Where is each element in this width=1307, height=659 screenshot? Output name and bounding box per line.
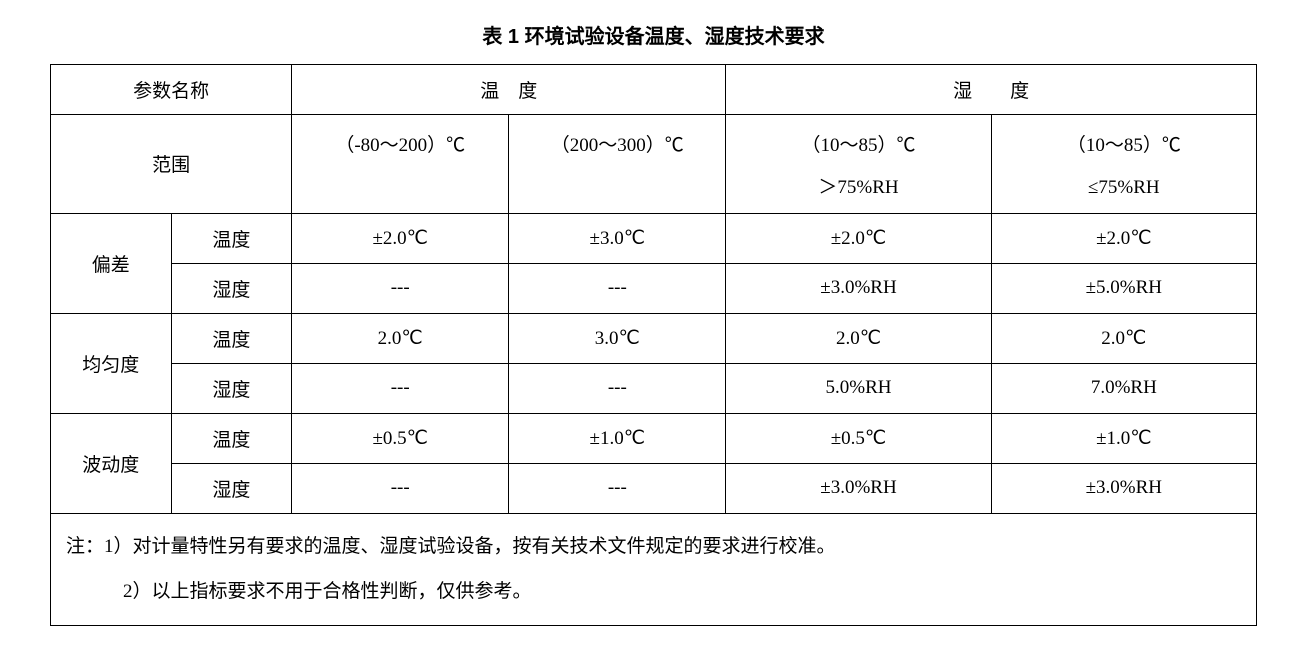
table-row: 湿度 --- --- ±3.0%RH ±5.0%RH xyxy=(51,263,1257,313)
cell-value: ±3.0℃ xyxy=(509,213,726,263)
cell-text-line2: ≤75%RH xyxy=(1088,177,1160,198)
cell-value: --- xyxy=(292,263,509,313)
cell-value: 2.0℃ xyxy=(991,313,1256,363)
cell-value: --- xyxy=(292,463,509,513)
cell-value: --- xyxy=(509,463,726,513)
cell-range-temp1: （-80～200）℃ xyxy=(292,115,509,214)
header-cell-humidity: 湿 度 xyxy=(726,65,1257,115)
cell-value: ±0.5℃ xyxy=(292,413,509,463)
cell-value: ±2.0℃ xyxy=(991,213,1256,263)
cell-deviation-label: 偏差 xyxy=(51,213,172,313)
cell-value: 5.0%RH xyxy=(726,363,991,413)
cell-value: ±0.5℃ xyxy=(726,413,991,463)
table-row: 注：1）对计量特性另有要求的温度、湿度试验设备，按有关技术文件规定的要求进行校准… xyxy=(51,513,1257,625)
table-row: 均匀度 温度 2.0℃ 3.0℃ 2.0℃ 2.0℃ xyxy=(51,313,1257,363)
cell-sublabel-hum: 湿度 xyxy=(171,263,292,313)
cell-value: ±2.0℃ xyxy=(292,213,509,263)
cell-range-hum1: （10～85）℃ ＞75%RH xyxy=(726,115,991,214)
cell-value: --- xyxy=(509,263,726,313)
cell-sublabel-temp: 温度 xyxy=(171,213,292,263)
cell-text-line1: （10～85）℃ xyxy=(801,135,915,156)
cell-sublabel-temp: 温度 xyxy=(171,313,292,363)
cell-range-temp2: （200～300）℃ xyxy=(509,115,726,214)
cell-value: ±1.0℃ xyxy=(509,413,726,463)
cell-range-hum2: （10～85）℃ ≤75%RH xyxy=(991,115,1256,214)
cell-fluctuation-label: 波动度 xyxy=(51,413,172,513)
table-title: 表 1 环境试验设备温度、湿度技术要求 xyxy=(50,20,1257,49)
cell-value: ±3.0%RH xyxy=(991,463,1256,513)
table-row: 波动度 温度 ±0.5℃ ±1.0℃ ±0.5℃ ±1.0℃ xyxy=(51,413,1257,463)
cell-value: ±2.0℃ xyxy=(726,213,991,263)
cell-notes: 注：1）对计量特性另有要求的温度、湿度试验设备，按有关技术文件规定的要求进行校准… xyxy=(51,513,1257,625)
table-row: 偏差 温度 ±2.0℃ ±3.0℃ ±2.0℃ ±2.0℃ xyxy=(51,213,1257,263)
spec-table: 参数名称 温 度 湿 度 范围 （-80～200）℃ （200～300）℃ （1… xyxy=(50,64,1257,626)
header-cell-temperature: 温 度 xyxy=(292,65,726,115)
table-row: 湿度 --- --- ±3.0%RH ±3.0%RH xyxy=(51,463,1257,513)
cell-value: --- xyxy=(509,363,726,413)
cell-uniformity-label: 均匀度 xyxy=(51,313,172,413)
cell-value: ±3.0%RH xyxy=(726,263,991,313)
note-line-2: 2）以上指标要求不用于合格性判断，仅供参考。 xyxy=(66,581,532,602)
table-row: 范围 （-80～200）℃ （200～300）℃ （10～85）℃ ＞75%RH… xyxy=(51,115,1257,214)
cell-value: 7.0%RH xyxy=(991,363,1256,413)
cell-value: --- xyxy=(292,363,509,413)
cell-range-label: 范围 xyxy=(51,115,292,214)
cell-text-line1: （10～85）℃ xyxy=(1067,135,1181,156)
cell-sublabel-hum: 湿度 xyxy=(171,363,292,413)
cell-sublabel-hum: 湿度 xyxy=(171,463,292,513)
cell-sublabel-temp: 温度 xyxy=(171,413,292,463)
cell-text-line2: ＞75%RH xyxy=(818,177,898,198)
table-row: 参数名称 温 度 湿 度 xyxy=(51,65,1257,115)
cell-value: ±5.0%RH xyxy=(991,263,1256,313)
cell-value: ±1.0℃ xyxy=(991,413,1256,463)
cell-value: ±3.0%RH xyxy=(726,463,991,513)
header-cell-param: 参数名称 xyxy=(51,65,292,115)
cell-value: 3.0℃ xyxy=(509,313,726,363)
cell-value: 2.0℃ xyxy=(726,313,991,363)
cell-value: 2.0℃ xyxy=(292,313,509,363)
table-row: 湿度 --- --- 5.0%RH 7.0%RH xyxy=(51,363,1257,413)
note-line-1: 注：1）对计量特性另有要求的温度、湿度试验设备，按有关技术文件规定的要求进行校准… xyxy=(66,536,836,557)
